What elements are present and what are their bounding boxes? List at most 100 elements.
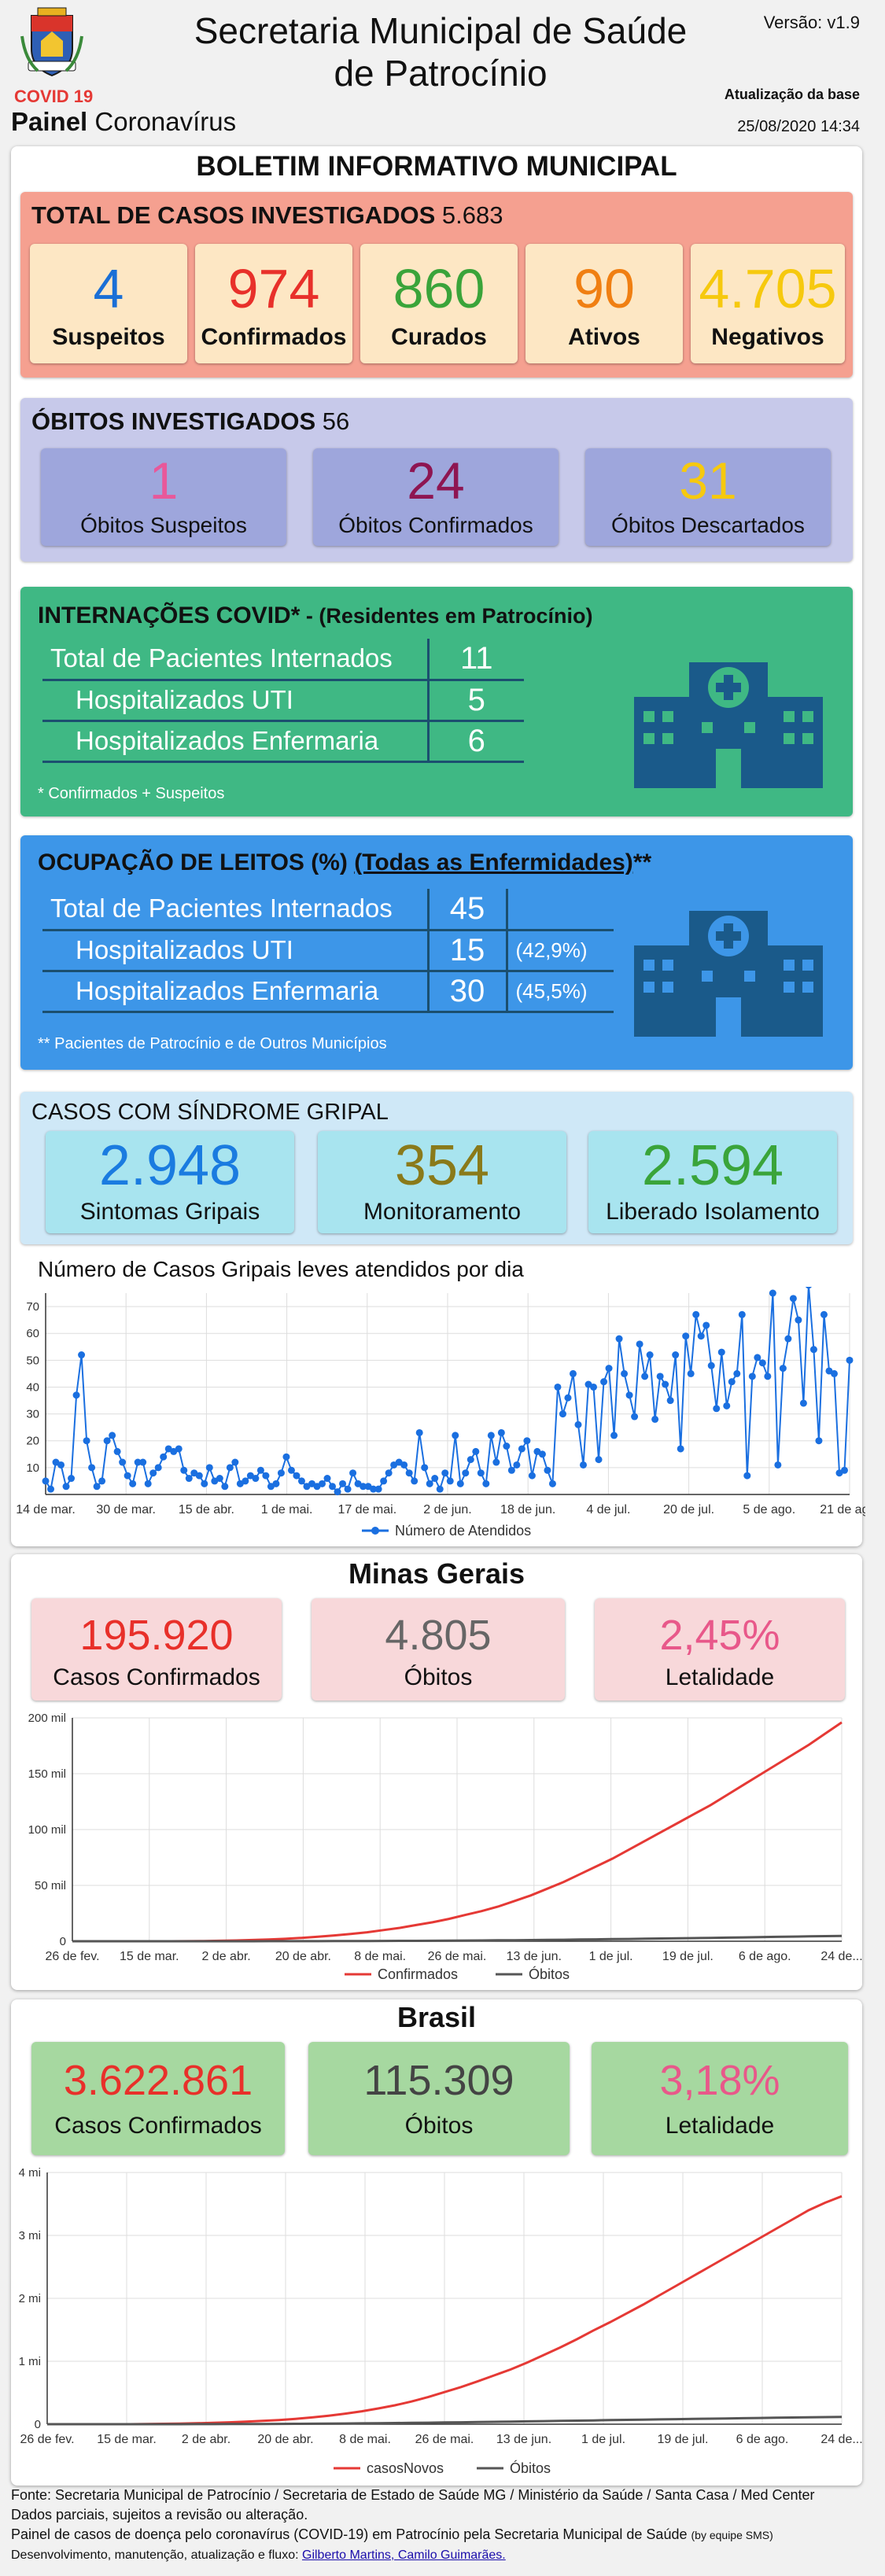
x-tick-label: 1 de mai.: [261, 1503, 313, 1516]
hospital-icon: [634, 911, 823, 1037]
data-point: [380, 1477, 388, 1485]
x-tick-label: 26 de fev.: [45, 1950, 99, 1963]
page-title-line1: Secretaria Municipal de Saúde: [194, 10, 688, 51]
data-point: [452, 1432, 459, 1439]
all-illnesses-link[interactable]: (Todas as Enfermidades): [354, 849, 633, 875]
tile-value: 974: [227, 258, 320, 319]
gripal-tile-sintomas: 2.948 Sintomas Gripais: [46, 1131, 294, 1233]
tile-label: Sintomas Gripais: [79, 1199, 260, 1225]
data-point: [205, 1464, 213, 1472]
data-point: [144, 1480, 152, 1487]
mg-title: Minas Gerais: [348, 1557, 525, 1590]
row-value: 15: [428, 930, 508, 972]
chart-mg: 0 50 mil 100 mil 150 mil 200 mil 26 de fev. 15…: [28, 1712, 863, 1982]
x-tick-label: 2 de abr.: [182, 2433, 230, 2446]
data-point: [774, 1461, 782, 1469]
y-tick-label: 200 mil: [28, 1712, 66, 1725]
x-tick-label: 24 de...: [820, 1950, 862, 1963]
death-tile-descartados: 31 Óbitos Descartados: [585, 448, 831, 546]
update-label: Atualização da base: [724, 87, 860, 102]
deaths-label: ÓBITOS INVESTIGADOS: [31, 407, 316, 435]
developers-link[interactable]: Gilberto Martins, Camilo Guimarães.: [302, 2548, 506, 2562]
tile-label: Óbitos Suspeitos: [80, 513, 247, 537]
version: Versão: v1.9: [763, 13, 860, 32]
data-point: [651, 1415, 659, 1423]
data-point: [103, 1437, 111, 1445]
data-point: [119, 1458, 127, 1466]
data-point: [216, 1475, 223, 1483]
data-point: [334, 1488, 341, 1496]
br-title: Brasil: [396, 2001, 477, 2033]
deaths-total: 56: [322, 407, 350, 435]
data-point: [830, 1369, 838, 1377]
data-point: [666, 1397, 674, 1405]
data-point: [68, 1475, 76, 1483]
data-point: [436, 1485, 444, 1493]
tile-value: 2,45%: [659, 1612, 780, 1659]
tile-label: Monitoramento: [363, 1199, 522, 1225]
mg-tile-letalidade: 2,45% Letalidade: [595, 1598, 845, 1701]
case-tile-confirmados: 974 Confirmados: [195, 244, 352, 363]
data-point: [806, 1287, 812, 1289]
death-tile-suspeitos: 1 Óbitos Suspeitos: [41, 448, 286, 546]
data-point: [789, 1295, 797, 1303]
internacoes-subtitle: - (Residentes em Patrocínio): [300, 604, 593, 628]
case-tile-ativos: 90 Ativos: [525, 244, 683, 363]
data-point: [687, 1369, 695, 1377]
tile-label: Óbitos: [404, 2113, 474, 2139]
legend-label: Confirmados: [378, 1966, 458, 1982]
data-point: [93, 1483, 101, 1491]
data-point: [559, 1410, 566, 1418]
row-value: 45: [428, 889, 508, 931]
row-value: 30: [428, 971, 508, 1013]
data-point: [507, 1466, 515, 1474]
row-label: Total de Pacientes Internados: [42, 639, 430, 681]
data-point: [569, 1369, 577, 1377]
tile-value: 4.705: [699, 258, 837, 319]
data-point: [319, 1480, 326, 1487]
br-tile-casos: 3.622.861 Casos Confirmados: [31, 2042, 285, 2155]
data-point: [109, 1432, 116, 1439]
data-point: [134, 1458, 142, 1466]
data-point: [733, 1369, 741, 1377]
row-label: Hospitalizados Enfermaria: [42, 971, 430, 1013]
y-tick-label: 3 mi: [19, 2229, 41, 2242]
painel-rest: Coronavírus: [94, 107, 237, 136]
internacoes-title: INTERNAÇÕES COVID* - (Residentes em Patr…: [38, 603, 592, 629]
x-tick-label: 1 de jul.: [581, 2433, 625, 2446]
y-tick-label: 150 mil: [28, 1767, 66, 1781]
internacoes-note: * Confirmados + Suspeitos: [38, 785, 225, 802]
tile-label: Letalidade: [665, 2113, 775, 2139]
x-tick-label: 20 de abr.: [257, 2433, 313, 2446]
data-point: [590, 1383, 598, 1391]
x-tick-label: 8 de mai.: [339, 2433, 391, 2446]
tile-label: Suspeitos: [52, 324, 165, 350]
hospital-icon: [634, 662, 823, 788]
internacoes-table: Total de Pacientes Internados 11 Hospital…: [42, 639, 524, 763]
data-point: [758, 1359, 766, 1367]
data-point: [492, 1458, 500, 1466]
x-tick-label: 24 de...: [820, 2433, 862, 2446]
gripal-title: CASOS COM SÍNDROME GRIPAL: [31, 1100, 389, 1125]
tile-label: Casos Confirmados: [53, 1664, 260, 1690]
row-pct: (45,5%): [507, 971, 614, 1013]
row-value: 5: [428, 680, 524, 722]
data-point: [175, 1445, 183, 1453]
tile-label: Liberado Isolamento: [606, 1199, 820, 1225]
data-point: [784, 1335, 792, 1343]
data-point: [682, 1332, 690, 1340]
data-point: [738, 1310, 746, 1318]
data-point: [272, 1480, 280, 1487]
data-point: [554, 1383, 562, 1391]
data-point: [180, 1466, 188, 1474]
data-point: [287, 1466, 295, 1474]
footer-description: Painel de casos de doença pelo coronavír…: [11, 2525, 876, 2545]
x-tick-label: 13 de jun.: [496, 2433, 551, 2446]
gripal-tile-liberado: 2.594 Liberado Isolamento: [588, 1131, 837, 1233]
data-point: [160, 1453, 168, 1461]
data-point: [702, 1321, 710, 1329]
row-label: Total de Pacientes Internados: [42, 889, 430, 931]
data-point: [385, 1469, 393, 1477]
data-point: [42, 1477, 50, 1485]
data-point: [605, 1365, 613, 1373]
